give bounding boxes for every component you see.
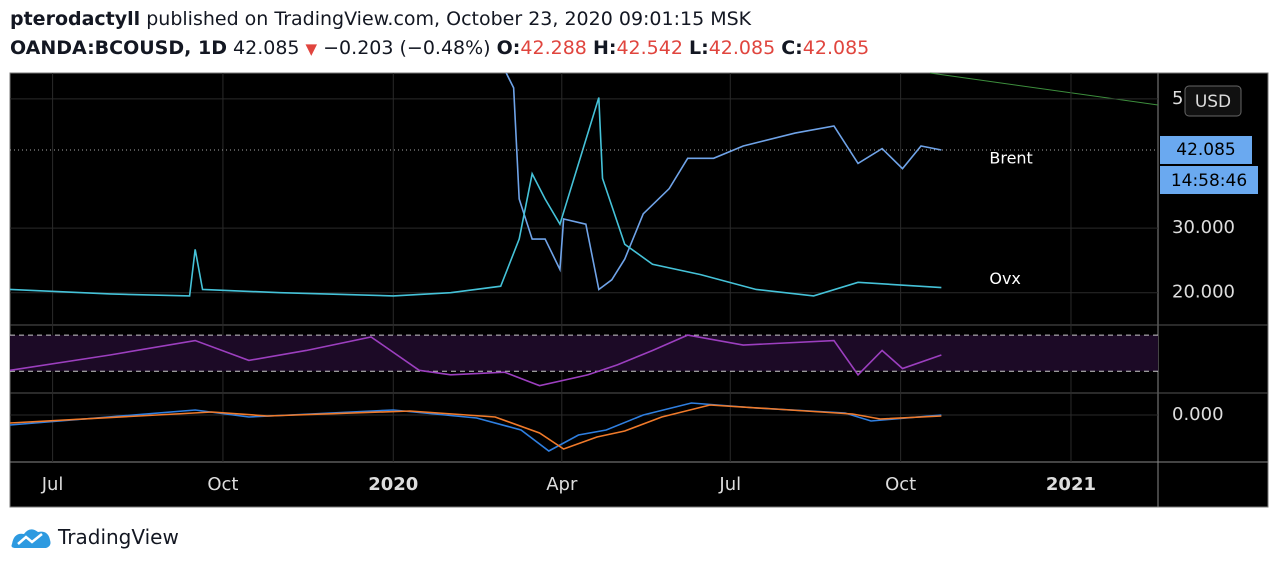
c-value: 42.085 [802, 37, 870, 59]
x-tick-label: Jul [41, 474, 64, 495]
symbol: OANDA:BCOUSD, 1D [10, 37, 227, 59]
x-tick-label: Apr [546, 474, 578, 495]
last-price-bg [1160, 135, 1252, 164]
header-line-1: pterodactyll published on TradingView.co… [10, 8, 751, 30]
author: pterodactyll [10, 8, 141, 30]
brand: TradingView [58, 525, 179, 549]
x-tick-label: Oct [885, 474, 916, 495]
last: 42.085 [233, 37, 300, 59]
o-value: 42.288 [520, 37, 587, 59]
series-label: Ovx [989, 269, 1021, 288]
series-line [10, 404, 942, 450]
time-tag-bg [1160, 166, 1258, 194]
published: published on TradingView.com, October 23… [146, 8, 752, 30]
currency-button[interactable] [1184, 85, 1242, 117]
x-tick-label: 2020 [368, 474, 418, 495]
series-line [10, 97, 942, 297]
last-price-tag: 42.085 [1176, 140, 1235, 160]
h-value: 42.542 [616, 37, 683, 59]
footer: TradingView [10, 524, 179, 550]
currency: USD [1195, 92, 1231, 112]
level-band [10, 335, 1158, 372]
time-tag: 14:58:46 [1171, 171, 1247, 191]
logo [11, 529, 51, 548]
x-tick-label: 2021 [1046, 474, 1096, 495]
y-tick-label: 0.000 [1172, 404, 1224, 425]
trend-line [929, 72, 1159, 106]
series-line [505, 73, 942, 291]
down-arrow: ▼ [305, 40, 318, 58]
l-label: L: [688, 37, 709, 59]
c-label: C: [781, 37, 803, 59]
o-label: O: [496, 37, 521, 59]
l-value: 42.085 [708, 37, 776, 59]
h-label: H: [592, 37, 617, 59]
series-label: Brent [989, 148, 1032, 167]
x-tick-label: Oct [207, 474, 238, 495]
y-tick-label: 20.000 [1172, 282, 1235, 303]
x-tick-label: Jul [718, 474, 741, 495]
y-tick-label: 30.000 [1172, 217, 1235, 238]
chart-bg [9, 72, 1269, 508]
header-line-2: OANDA:BCOUSD, 1D 42.085 ▼ −0.203 (−0.48%… [10, 37, 869, 59]
series-line [10, 334, 942, 387]
change: −0.203 (−0.48%) [323, 37, 491, 59]
chart: JulOct2020AprJulOct202120.00030.00050.00… [9, 72, 1269, 508]
